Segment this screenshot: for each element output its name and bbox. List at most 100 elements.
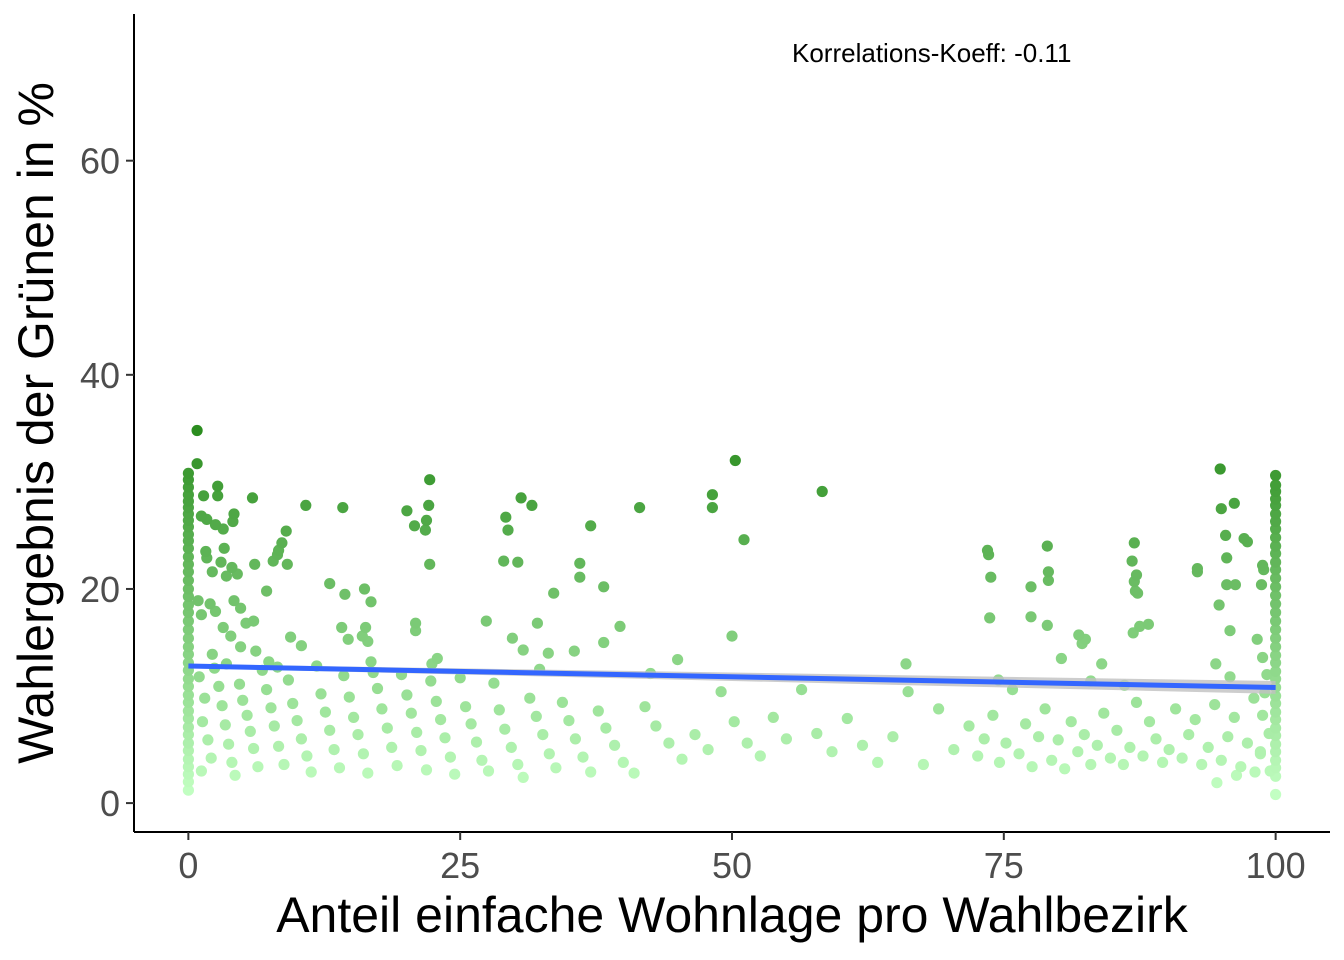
data-point	[1270, 532, 1282, 544]
data-point	[515, 492, 527, 504]
data-point	[263, 656, 275, 668]
data-point	[199, 692, 211, 704]
data-point	[241, 709, 253, 721]
data-point	[493, 704, 505, 716]
data-point	[301, 750, 313, 762]
data-point	[1117, 758, 1129, 771]
data-point	[1214, 463, 1226, 475]
data-point	[425, 675, 437, 687]
data-point	[228, 508, 240, 520]
data-point	[1000, 737, 1012, 749]
data-point	[295, 733, 307, 745]
data-point	[339, 588, 351, 600]
data-point	[424, 558, 436, 570]
x-axis-title: Anteil einfache Wohnlage pro Wahlbezirk	[276, 887, 1189, 943]
data-point	[900, 658, 912, 670]
data-point	[1039, 703, 1051, 715]
data-point	[738, 534, 750, 546]
data-point	[499, 723, 511, 735]
data-point	[1270, 641, 1282, 653]
data-point	[212, 480, 224, 492]
data-point	[212, 490, 224, 502]
data-point	[424, 474, 436, 486]
data-point	[192, 595, 204, 607]
data-point	[628, 767, 640, 779]
data-point	[195, 609, 207, 621]
data-point	[261, 585, 273, 597]
data-point	[1270, 540, 1282, 552]
data-point	[1222, 731, 1234, 743]
data-point	[981, 544, 994, 557]
data-point	[1270, 508, 1282, 520]
data-point	[816, 485, 828, 498]
data-point	[182, 551, 194, 563]
data-point	[273, 740, 285, 752]
data-point	[1176, 752, 1188, 764]
data-point	[672, 654, 684, 666]
data-point	[401, 505, 413, 517]
data-point	[324, 724, 336, 736]
data-point	[285, 631, 297, 643]
data-point	[767, 711, 779, 724]
data-point	[206, 648, 218, 660]
data-point	[216, 700, 228, 712]
data-point	[887, 731, 899, 743]
data-point	[948, 744, 960, 756]
data-point	[531, 617, 544, 629]
ticks-layer: 0 25 50 75 100 0 20 40 60	[80, 141, 1306, 886]
data-point	[856, 739, 869, 751]
data-point	[1104, 752, 1116, 764]
data-point	[1257, 651, 1269, 664]
data-point	[338, 670, 350, 682]
data-point	[1126, 555, 1138, 567]
data-point	[1215, 754, 1227, 766]
data-point	[482, 765, 495, 777]
data-point	[568, 645, 580, 657]
data-point	[348, 711, 360, 724]
data-point	[439, 732, 451, 744]
data-point	[182, 624, 194, 636]
data-point	[1091, 739, 1103, 751]
y-tick-label: 60	[80, 141, 120, 182]
data-point	[237, 694, 249, 706]
data-point	[182, 632, 194, 644]
data-point	[1041, 619, 1053, 632]
data-point	[1026, 761, 1038, 773]
data-point	[420, 514, 433, 527]
data-point	[1163, 744, 1175, 756]
data-point	[265, 702, 277, 714]
data-point	[415, 745, 427, 757]
data-point	[1270, 606, 1282, 619]
data-point	[543, 748, 555, 760]
data-point	[728, 716, 740, 728]
data-point	[1270, 649, 1282, 661]
data-point	[978, 733, 990, 745]
data-point	[600, 722, 612, 734]
x-tick-label: 100	[1246, 845, 1306, 886]
data-point	[498, 555, 510, 567]
data-point	[295, 640, 307, 652]
data-point	[352, 729, 364, 741]
data-point	[261, 684, 273, 696]
data-point	[376, 703, 388, 715]
regression-line	[188, 663, 1276, 690]
data-point	[200, 545, 212, 558]
x-tick-label: 50	[712, 845, 752, 886]
data-point	[1209, 699, 1221, 711]
data-point	[401, 689, 413, 701]
data-point	[1202, 741, 1214, 754]
data-point	[1270, 754, 1282, 766]
data-point	[729, 454, 741, 467]
data-point	[826, 746, 838, 758]
data-point	[362, 767, 374, 779]
data-point	[780, 733, 793, 745]
data-point	[500, 511, 512, 523]
data-point	[465, 718, 477, 730]
data-point	[470, 736, 483, 748]
x-tick-label: 0	[178, 845, 198, 886]
data-point	[512, 758, 524, 771]
data-point	[1224, 625, 1236, 637]
data-point	[454, 672, 466, 684]
data-point	[517, 644, 529, 656]
data-point	[1020, 718, 1032, 730]
